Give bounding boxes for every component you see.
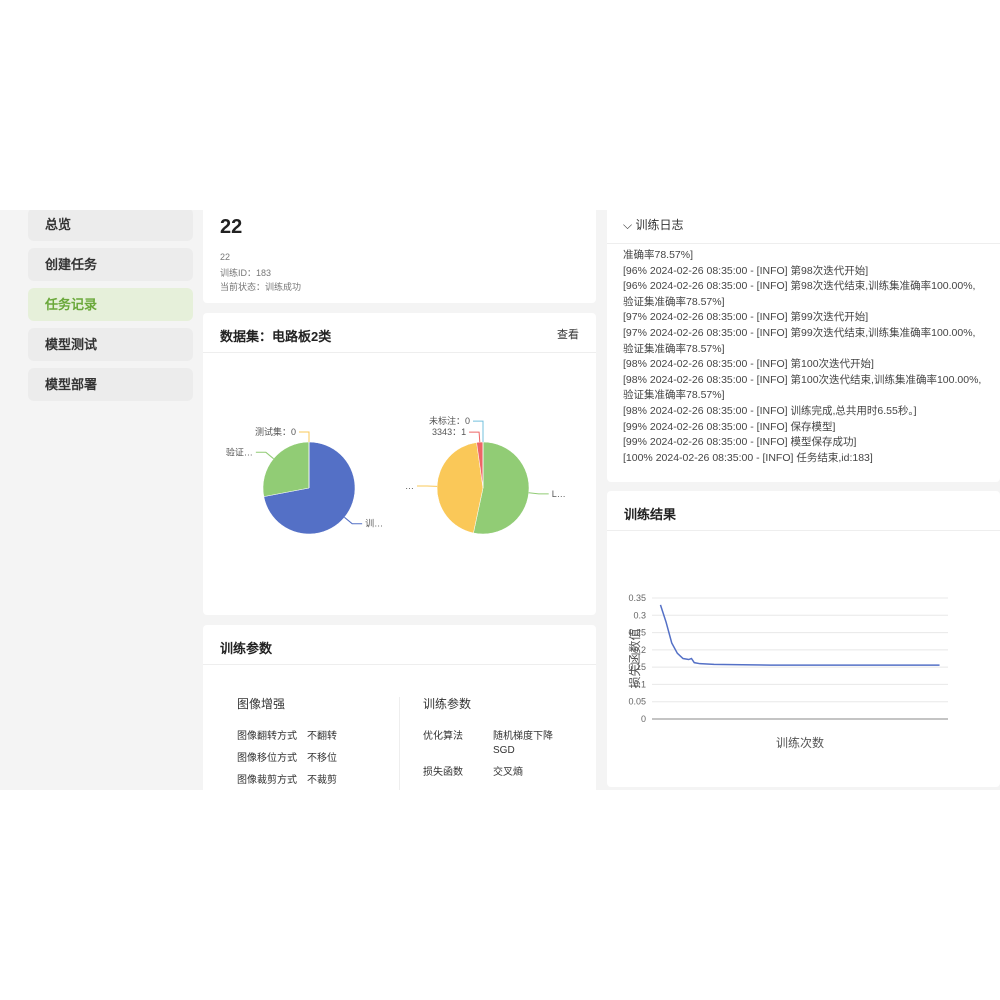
pie-label: 3343：1	[432, 427, 466, 437]
dataset-card: 数据集：电路板2类 查看	[203, 313, 596, 615]
pie-label: 训…	[365, 519, 383, 529]
dataset-title: 数据集：电路板2类	[220, 329, 332, 344]
divider	[399, 697, 400, 790]
dataset-link[interactable]: 查看	[557, 329, 579, 341]
log-title: 训练日志	[635, 218, 684, 232]
log-line: [97% 2024-02-26 08:35:00 - [INFO] 第99次迭代…	[623, 326, 976, 355]
param-value: 不裁剪	[307, 775, 337, 786]
log-line: [100% 2024-02-26 08:35:00 - [INFO] 任务结束,…	[623, 451, 873, 464]
leader-line	[344, 516, 363, 525]
nav-item[interactable]: 模型部署	[28, 368, 193, 401]
x-axis-label: 训练次数	[776, 735, 824, 750]
nav-item[interactable]: 总览	[28, 210, 193, 241]
result-card: 训练结果	[607, 491, 1000, 787]
y-tick-label: 0	[641, 714, 646, 724]
leader-line	[299, 431, 310, 442]
y-tick-label: 0.15	[628, 662, 646, 672]
task-title: 22	[220, 216, 243, 238]
app-inner: 总览 创建任务 任务记录 模型测试 模型部署 22 22 训练ID：183 当前…	[0, 210, 1000, 790]
params-title: 训练参数	[220, 641, 273, 656]
param-name: 图像裁剪方式	[237, 775, 297, 786]
y-tick-label: 0.3	[633, 610, 646, 620]
param-section: 图像增强 图像翻转方式 不翻转 图像移位方式 不移位 图像裁剪方式 不裁剪	[237, 695, 387, 790]
log-line: 准确率78.57%]	[623, 249, 694, 261]
param-value: 交叉熵	[493, 767, 523, 778]
leader-line	[473, 420, 484, 442]
leader-line	[528, 492, 549, 495]
param-name: 图像移位方式	[237, 753, 297, 764]
log-line: [97% 2024-02-26 08:35:00 - [INFO] 第99次迭代…	[623, 311, 869, 324]
leader-line	[469, 431, 481, 443]
section-title: 训练参数	[423, 697, 472, 711]
pie-slice	[436, 442, 484, 534]
leader-line	[255, 451, 274, 460]
divider	[203, 664, 596, 665]
param-row: 损失函数 交叉熵	[423, 766, 573, 780]
params-card: 训练参数 图像增强 图像翻转方式 不翻转 图像移位方式 不移位 图像裁剪方式 不裁剪 训练参…	[203, 625, 596, 790]
task-card: 22 22 训练ID：183 当前状态：训练成功	[203, 210, 596, 303]
param-row: 图像翻转方式 不翻转	[237, 730, 387, 744]
log-line: [96% 2024-02-26 08:35:00 - [INFO] 第98次迭代…	[623, 280, 976, 308]
nav-item[interactable]: 模型测试	[28, 328, 193, 361]
section-title: 图像增强	[237, 697, 286, 711]
param-value: 随机梯度下降SGD	[493, 731, 553, 756]
y-tick-label: 0.05	[628, 697, 646, 707]
log-body: 准确率78.57%] [96% 2024-02-26 08:35:00 - [IN…	[623, 244, 987, 474]
pie-label: 未标注：0	[429, 415, 470, 426]
pie-label: L…	[552, 489, 566, 499]
log-line: [98% 2024-02-26 08:35:00 - [INFO] 训练完成,总…	[623, 404, 917, 417]
pie-slice	[263, 441, 356, 535]
param-name: 损失函数	[423, 767, 463, 778]
y-axis-label: 损失函数值	[627, 628, 642, 688]
y-tick-label: 0.2	[633, 645, 646, 655]
pie-slice	[473, 441, 530, 535]
pie-label: …	[405, 481, 414, 491]
divider	[607, 243, 1000, 244]
nav-item[interactable]: 任务记录	[28, 288, 193, 321]
pie-label: 测试集：0	[255, 426, 296, 437]
y-tick-label: 0.35	[628, 593, 646, 603]
log-line: [99% 2024-02-26 08:35:00 - [INFO] 模型保存成功…	[623, 436, 857, 449]
loss-line	[659, 604, 940, 666]
param-row: 图像裁剪方式 不裁剪	[237, 774, 387, 788]
log-header[interactable]: ⌵ 训练日志	[623, 218, 684, 232]
log-line: [99% 2024-02-26 08:35:00 - [INFO] 保存模型]	[623, 420, 836, 433]
divider	[607, 530, 1000, 531]
param-value: 不移位	[307, 753, 337, 764]
param-name: 优化算法	[423, 731, 463, 742]
pie-label: 验证…	[226, 446, 253, 457]
app: 总览 创建任务 任务记录 模型测试 模型部署 22 22 训练ID：183 当前…	[0, 210, 1000, 790]
task-status: 当前状态：训练成功	[220, 282, 302, 292]
log-line: [96% 2024-02-26 08:35:00 - [INFO] 第98次迭代…	[623, 264, 869, 277]
task-id: 训练ID：183	[220, 268, 272, 278]
param-name: 图像翻转方式	[237, 731, 297, 742]
task-name: 22	[220, 252, 231, 262]
divider	[203, 352, 596, 353]
y-tick-label: 0.1	[633, 679, 646, 689]
result-title: 训练结果	[624, 507, 677, 522]
pie-slice	[262, 441, 310, 497]
y-tick-label: 0.25	[628, 628, 646, 638]
param-row: 图像移位方式 不移位	[237, 752, 387, 766]
param-section: 训练参数优化算法 随机梯度下降SGD 损失函数 交叉熵	[423, 695, 573, 788]
log-line: [98% 2024-02-26 08:35:00 - [INFO] 第100次迭…	[623, 358, 874, 371]
param-row: 优化算法 随机梯度下降SGD	[423, 730, 573, 758]
nav-item[interactable]: 创建任务	[28, 248, 193, 281]
log-card: ⌵ 训练日志 准确率78.57%] [96% 2024-02-26 08:35:0…	[607, 210, 1000, 482]
param-value: 不翻转	[307, 731, 337, 742]
log-line: [98% 2024-02-26 08:35:00 - [INFO] 第100次迭…	[623, 373, 982, 402]
log-lines: 准确率78.57%] [96% 2024-02-26 08:35:00 - [IN…	[623, 248, 985, 466]
